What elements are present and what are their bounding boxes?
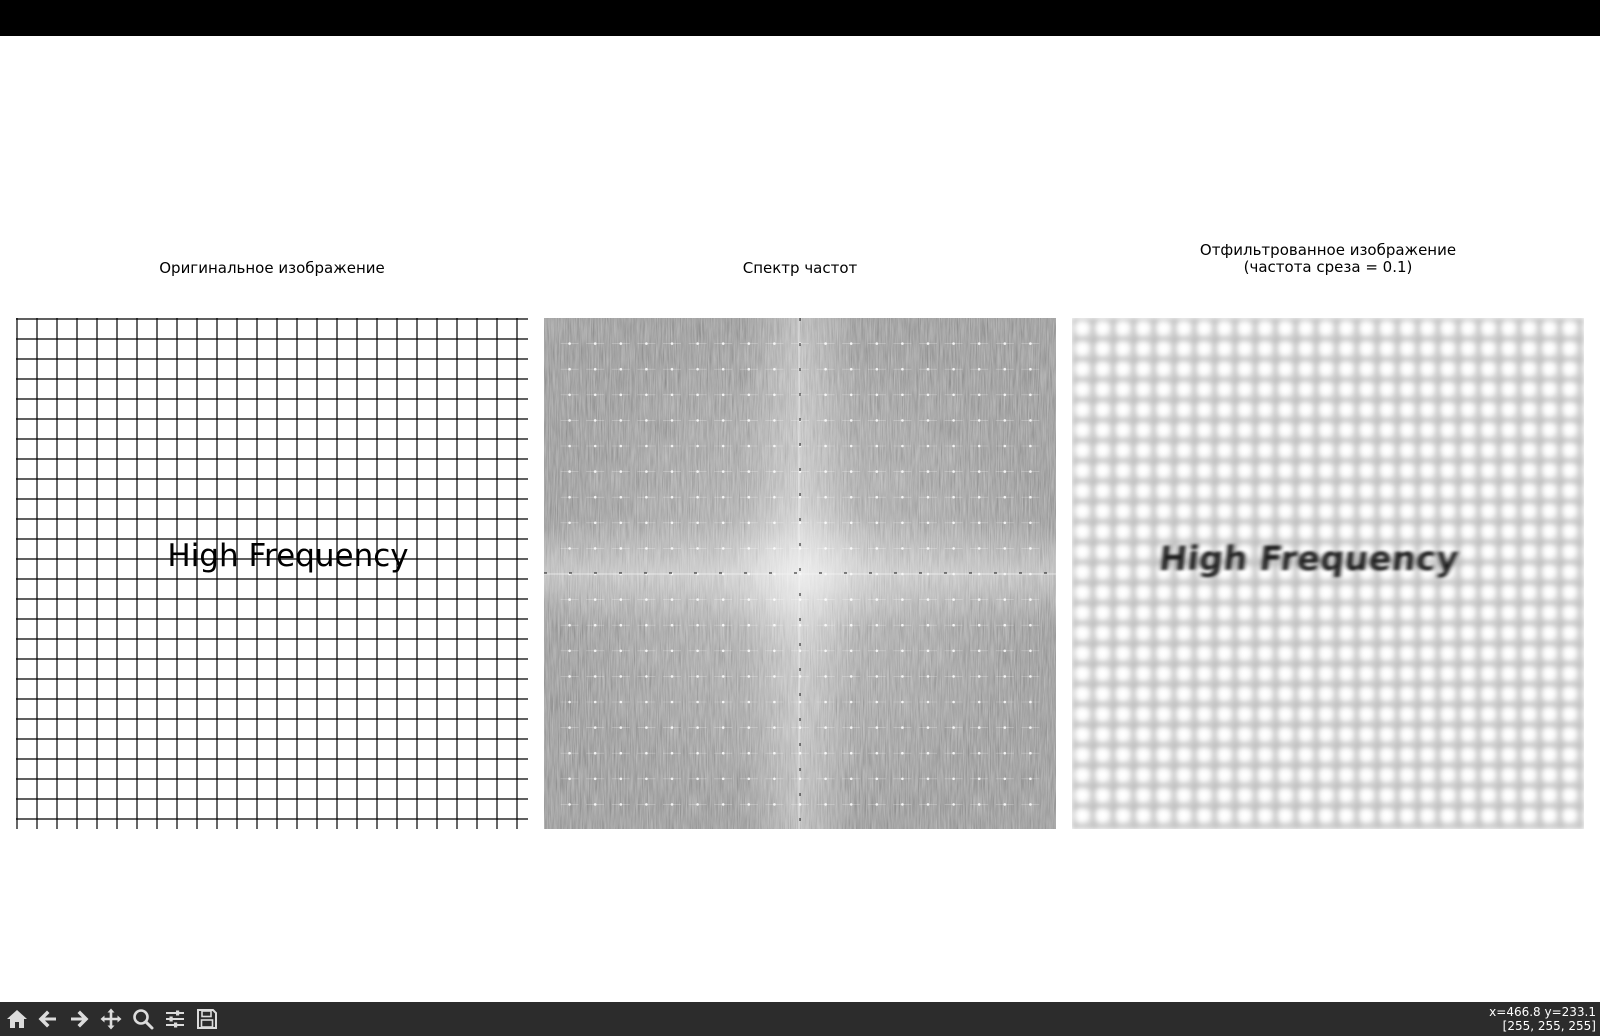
save-icon <box>197 1009 217 1029</box>
window-title-bar <box>0 0 1600 36</box>
forward-button[interactable] <box>64 1004 94 1034</box>
filtered-image-text: High Frequency <box>1157 539 1461 579</box>
configure-subplots-button[interactable] <box>160 1004 190 1034</box>
pixel-value: [255, 255, 255] <box>1502 1019 1596 1033</box>
navigation-toolbar: x=466.8 y=233.1 [255, 255, 255] <box>0 1002 1600 1036</box>
cursor-status-readout: x=466.8 y=233.1 [255, 255, 255] <box>1489 1005 1596 1033</box>
zoom-icon <box>133 1009 154 1030</box>
pan-icon <box>100 1008 122 1030</box>
cursor-coordinates: x=466.8 y=233.1 <box>1489 1005 1596 1019</box>
panel-title-filtered-line2: (частота среза = 0.1) <box>1243 258 1413 276</box>
original-image-text: High Frequency <box>167 538 408 574</box>
back-arrow-icon <box>38 1010 56 1028</box>
frequency-spectrum-image <box>544 318 1056 829</box>
filtered-image-panel[interactable]: High Frequency <box>1072 318 1584 829</box>
panel-title-filtered-line1: Отфильтрованное изображение <box>1199 241 1457 259</box>
spectrum-panel[interactable] <box>544 318 1056 829</box>
zoom-button[interactable] <box>128 1004 158 1034</box>
original-image-panel[interactable]: High Frequency <box>16 318 528 829</box>
filtered-image: High Frequency <box>1072 318 1584 829</box>
original-image: High Frequency <box>16 318 528 829</box>
panel-title-spectrum-line: Спектр частот <box>742 259 858 277</box>
panel-title-filtered: Отфильтрованное изображение (частота сре… <box>1072 242 1584 276</box>
back-button[interactable] <box>33 1004 63 1034</box>
panel-title-original: Оригинальное изображение <box>16 260 528 277</box>
home-icon <box>7 1010 27 1028</box>
figure-canvas[interactable]: Оригинальное изображение High Frequency … <box>0 36 1600 1002</box>
pan-button[interactable] <box>96 1004 126 1034</box>
save-button[interactable] <box>192 1004 222 1034</box>
configure-subplots-icon <box>166 1010 184 1028</box>
panel-title-spectrum: Спектр частот <box>544 260 1056 277</box>
panel-title-original-line: Оригинальное изображение <box>159 259 385 277</box>
forward-arrow-icon <box>71 1010 89 1028</box>
home-button[interactable] <box>2 1004 32 1034</box>
